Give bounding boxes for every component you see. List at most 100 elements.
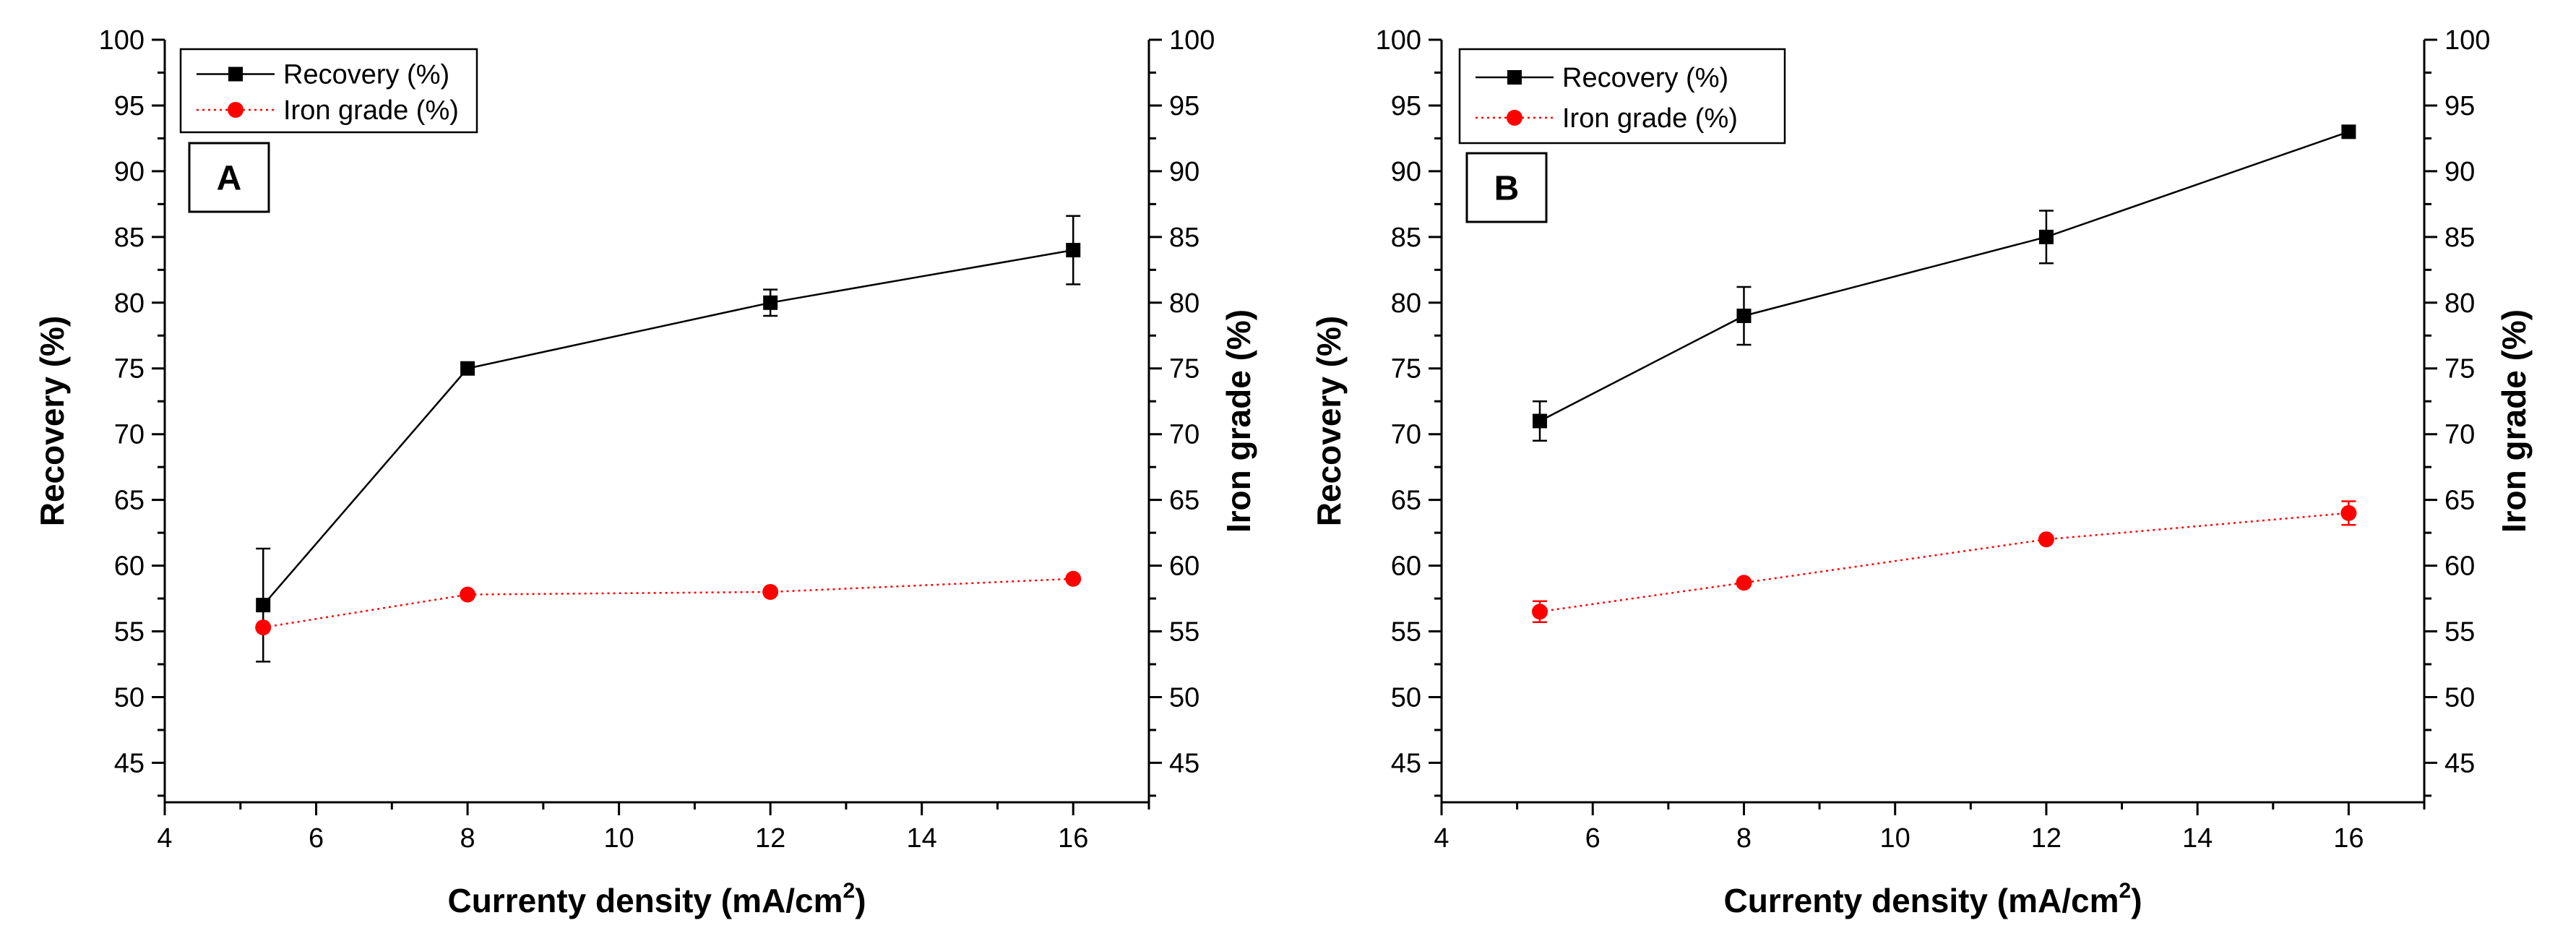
y-tick-label-right: 85 <box>1169 223 1199 253</box>
y-axis-title-left: Recovery (%) <box>33 316 71 526</box>
data-point-marker <box>763 295 778 310</box>
y-tick-label-left: 85 <box>114 223 145 253</box>
y-tick-label-left: 65 <box>114 486 145 516</box>
y-tick-label-left: 75 <box>1391 354 1421 385</box>
y-tick-label-right: 80 <box>1169 288 1199 319</box>
y-tick-label-right: 95 <box>2444 91 2475 121</box>
legend-label: Iron grade (%) <box>283 95 459 126</box>
y-tick-label-left: 45 <box>114 748 145 778</box>
legend-label: Recovery (%) <box>1562 63 1728 93</box>
y-tick-label-left: 80 <box>114 288 145 319</box>
y-tick-label-left: 100 <box>1376 25 1421 56</box>
data-point-marker <box>1066 243 1081 258</box>
x-tick-label: 8 <box>460 823 475 854</box>
data-point-marker <box>2341 124 2356 139</box>
y-tick-label-right: 45 <box>1169 748 1199 778</box>
y-tick-label-left: 60 <box>1391 551 1421 582</box>
x-tick-label: 16 <box>2333 823 2364 854</box>
legend-marker <box>228 101 244 118</box>
legend-box <box>1458 48 1786 145</box>
y-tick-label-right: 65 <box>2444 486 2475 516</box>
legend-marker <box>228 66 243 82</box>
data-point-marker <box>1532 604 1548 620</box>
x-tick-label: 6 <box>309 823 324 854</box>
data-point-marker <box>460 586 476 603</box>
y-tick-label-right: 75 <box>1169 354 1199 385</box>
y-tick-label-right: 45 <box>2444 748 2475 778</box>
data-point-marker <box>255 619 272 636</box>
y-tick-label-right: 100 <box>1169 25 1215 56</box>
panel-label: B <box>1494 170 1520 208</box>
y-tick-label-right: 55 <box>2444 617 2475 648</box>
y-tick-label-left: 50 <box>114 682 145 713</box>
y-axis-title-right: Iron grade (%) <box>2495 309 2533 533</box>
y-tick-label-left: 75 <box>114 354 145 385</box>
y-axis-title-left: Recovery (%) <box>1310 316 1348 526</box>
y-axis-title-right: Iron grade (%) <box>1220 309 1257 533</box>
x-tick-label: 12 <box>2031 823 2062 854</box>
series-line <box>1539 512 2349 613</box>
legend: Recovery (%) Iron grade (%) <box>179 48 478 134</box>
data-point-marker <box>2038 531 2054 548</box>
legend-box <box>179 48 478 134</box>
series-line <box>262 249 1074 606</box>
panel-label-box <box>1465 152 1548 223</box>
legend-label: Recovery (%) <box>283 60 449 90</box>
x-axis-title: Currenty density (mA/cm2) <box>447 879 866 919</box>
y-tick-label-right: 90 <box>2444 157 2475 187</box>
data-point-marker <box>2340 505 2357 521</box>
data-point-marker <box>1065 570 1082 587</box>
chart-panel-a: 4 6 8 10 12 14 16 45 50 55 60 65 70 75 80 85 90 95 100 45 50… <box>33 25 1257 919</box>
y-tick-label-right: 90 <box>1169 157 1199 187</box>
y-tick-label-right: 80 <box>2444 288 2475 319</box>
y-tick-label-right: 95 <box>1169 91 1199 121</box>
y-tick-label-left: 85 <box>1391 223 1421 253</box>
data-point-marker <box>762 583 779 600</box>
y-tick-label-right: 75 <box>2444 354 2475 385</box>
data-point-marker <box>1736 575 1752 591</box>
y-tick-label-left: 95 <box>1391 91 1421 121</box>
y-tick-label-right: 60 <box>2444 551 2475 582</box>
y-tick-label-left: 70 <box>1391 420 1421 450</box>
y-tick-label-left: 65 <box>1391 486 1421 516</box>
y-tick-label-left: 95 <box>114 91 145 121</box>
x-tick-label: 4 <box>157 823 172 854</box>
x-tick-label: 10 <box>1880 823 1911 854</box>
x-tick-label: 16 <box>1058 823 1088 854</box>
x-tick-label: 8 <box>1736 823 1752 854</box>
y-tick-label-right: 50 <box>2444 682 2475 713</box>
series-iron-grade <box>255 570 1082 636</box>
data-point-marker <box>256 598 271 613</box>
data-point-marker <box>2038 229 2054 244</box>
y-tick-label-left: 90 <box>1391 157 1421 187</box>
series-recovery <box>1533 124 2356 442</box>
y-tick-label-left: 100 <box>99 25 145 56</box>
y-tick-label-left: 60 <box>114 551 145 582</box>
x-tick-label: 12 <box>755 823 785 854</box>
y-tick-label-left: 55 <box>1391 617 1421 648</box>
legend-marker <box>1507 70 1522 85</box>
series-line <box>263 578 1074 629</box>
y-tick-label-right: 100 <box>2444 25 2490 56</box>
legend-marker <box>1507 109 1522 126</box>
y-tick-label-left: 50 <box>1391 682 1421 713</box>
series-line <box>1539 131 2349 422</box>
y-tick-label-right: 60 <box>1169 551 1199 582</box>
data-point-marker <box>460 361 475 376</box>
legend-label: Iron grade (%) <box>1562 103 1738 134</box>
x-tick-label: 10 <box>603 823 634 854</box>
series-recovery <box>256 215 1081 663</box>
series-iron-grade <box>1532 500 2357 624</box>
x-tick-label: 14 <box>2182 823 2213 854</box>
y-tick-label-right: 50 <box>1169 682 1199 713</box>
y-tick-label-left: 70 <box>114 420 145 450</box>
y-tick-label-right: 65 <box>1169 486 1199 516</box>
panel-label-box <box>188 142 270 213</box>
y-tick-label-right: 70 <box>2444 420 2475 450</box>
y-tick-label-left: 80 <box>1391 288 1421 319</box>
x-tick-label: 4 <box>1434 823 1449 854</box>
y-tick-label-left: 45 <box>1391 748 1421 778</box>
y-tick-label-right: 85 <box>2444 223 2475 253</box>
x-axis-title: Currenty density (mA/cm2) <box>1723 879 2142 919</box>
data-point-marker <box>1736 308 1752 323</box>
